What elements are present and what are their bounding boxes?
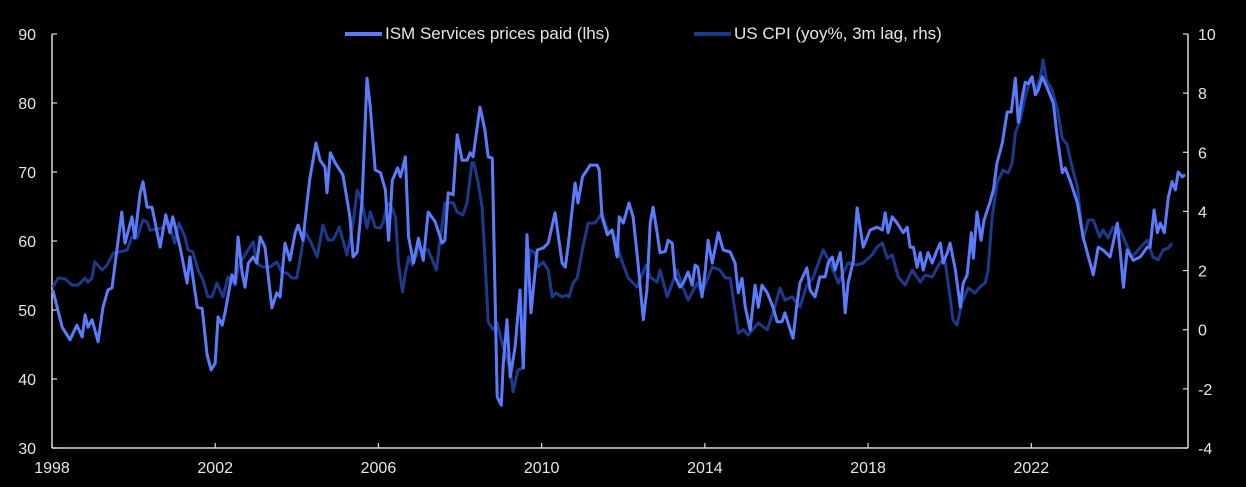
x-axis-tick-label: 2006 [361,460,397,477]
x-axis-tick-label: 2018 [850,460,886,477]
right-axis-tick-label: 2 [1198,264,1207,281]
axes: 30 40 50 60 70 80 90 -4 -2 0 2 4 6 8 10 1998 2002 2006 201… [18,27,1216,477]
x-axis-tick-label: 2010 [524,460,560,477]
left-axis-tick-label: 40 [18,372,36,389]
series-line-ism-services-prices-paid [51,75,1186,407]
right-axis-tick-label: -4 [1198,441,1212,458]
x-axis-tick-label: 2022 [1014,460,1050,477]
left-axis-tick-label: 60 [18,234,36,251]
left-axis-tick-label: 90 [18,27,36,44]
left-axis-tick-label: 50 [18,303,36,320]
legend-swatch-cpi [694,32,731,36]
legend-label-cpi: US CPI (yoy%, 3m lag, rhs) [734,24,942,43]
x-axis-tick-label: 2014 [687,460,723,477]
right-axis-tick-label: -2 [1198,382,1212,399]
x-axis-tick-label: 1998 [34,460,70,477]
legend-label-ism: ISM Services prices paid (lhs) [385,24,610,43]
right-axis-tick-label: 4 [1198,204,1207,221]
left-axis-tick-label: 30 [18,441,36,458]
legend-swatch-ism [345,32,382,36]
right-axis-tick-label: 6 [1198,145,1207,162]
legend: ISM Services prices paid (lhs) US CPI (y… [0,24,1246,48]
left-axis-tick-label: 80 [18,96,36,113]
right-axis-tick-label: 10 [1198,27,1216,44]
right-axis-tick-label: 0 [1198,323,1207,340]
legend-item-cpi: US CPI (yoy%, 3m lag, rhs) [694,24,942,44]
series-line-us-cpi [51,58,1174,394]
series-lines [51,58,1186,407]
legend-item-ism: ISM Services prices paid (lhs) [345,24,610,44]
left-axis-tick-label: 70 [18,165,36,182]
right-axis-tick-label: 8 [1198,86,1207,103]
x-axis-tick-label: 2002 [197,460,233,477]
